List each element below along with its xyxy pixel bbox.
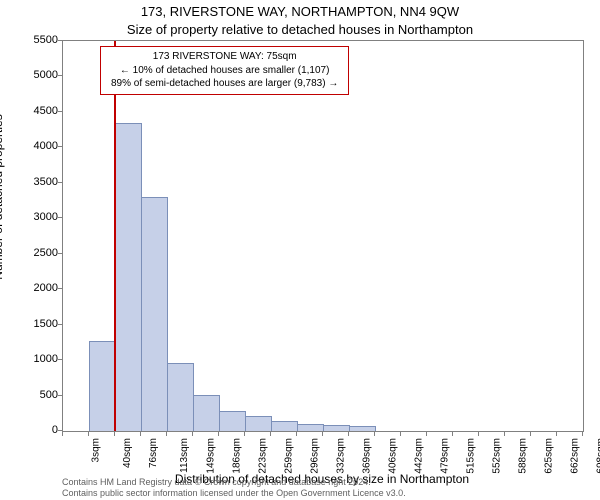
xtick-label: 662sqm bbox=[570, 438, 581, 474]
histogram-bar bbox=[219, 411, 246, 431]
ytick-label: 500 bbox=[18, 389, 58, 401]
xtick-mark bbox=[296, 431, 297, 436]
ytick-mark bbox=[58, 75, 63, 76]
annotation-line: 89% of semi-detached houses are larger (… bbox=[111, 77, 338, 91]
chart-container: 173, RIVERSTONE WAY, NORTHAMPTON, NN4 9Q… bbox=[0, 0, 600, 500]
annotation-line: ← 10% of detached houses are smaller (1,… bbox=[111, 64, 338, 78]
ytick-label: 1000 bbox=[18, 353, 58, 365]
footer-line-1: Contains HM Land Registry data © Crown c… bbox=[62, 477, 406, 488]
ytick-label: 5000 bbox=[18, 69, 58, 81]
xtick-label: 76sqm bbox=[148, 438, 159, 468]
ytick-mark bbox=[58, 324, 63, 325]
xtick-mark bbox=[556, 431, 557, 436]
xtick-label: 625sqm bbox=[543, 438, 554, 474]
xtick-label: 296sqm bbox=[310, 438, 321, 474]
ytick-mark bbox=[58, 359, 63, 360]
plot-area bbox=[62, 40, 584, 432]
page-title: 173, RIVERSTONE WAY, NORTHAMPTON, NN4 9Q… bbox=[0, 4, 600, 19]
xtick-mark bbox=[322, 431, 323, 436]
ytick-label: 4000 bbox=[18, 140, 58, 152]
xtick-mark bbox=[582, 431, 583, 436]
histogram-bar bbox=[297, 424, 324, 431]
xtick-mark bbox=[166, 431, 167, 436]
page-subtitle: Size of property relative to detached ho… bbox=[0, 22, 600, 37]
xtick-mark bbox=[244, 431, 245, 436]
histogram-bar bbox=[193, 395, 220, 431]
xtick-label: 332sqm bbox=[335, 438, 346, 474]
xtick-mark bbox=[192, 431, 193, 436]
histogram-bar bbox=[245, 416, 272, 431]
histogram-bar bbox=[323, 425, 350, 431]
ytick-label: 2500 bbox=[18, 247, 58, 259]
xtick-mark bbox=[504, 431, 505, 436]
annotation-box: 173 RIVERSTONE WAY: 75sqm← 10% of detach… bbox=[100, 46, 349, 95]
xtick-label: 3sqm bbox=[90, 438, 101, 462]
histogram-bar bbox=[141, 197, 168, 431]
histogram-bar bbox=[89, 341, 116, 431]
xtick-mark bbox=[530, 431, 531, 436]
xtick-label: 113sqm bbox=[179, 438, 190, 473]
xtick-mark bbox=[348, 431, 349, 436]
xtick-label: 698sqm bbox=[595, 438, 600, 474]
xtick-mark bbox=[452, 431, 453, 436]
ytick-label: 4500 bbox=[18, 105, 58, 117]
ytick-label: 0 bbox=[18, 424, 58, 436]
y-axis-label: Number of detached properties bbox=[0, 97, 5, 297]
xtick-label: 442sqm bbox=[413, 438, 424, 474]
xtick-mark bbox=[270, 431, 271, 436]
xtick-mark bbox=[88, 431, 89, 436]
histogram-bar bbox=[271, 421, 298, 431]
ytick-label: 2000 bbox=[18, 282, 58, 294]
histogram-bar bbox=[167, 363, 194, 431]
xtick-label: 259sqm bbox=[283, 438, 294, 474]
xtick-mark bbox=[374, 431, 375, 436]
xtick-mark bbox=[400, 431, 401, 436]
xtick-label: 223sqm bbox=[258, 438, 269, 474]
ytick-mark bbox=[58, 217, 63, 218]
histogram-bar bbox=[349, 426, 376, 431]
xtick-label: 515sqm bbox=[465, 438, 476, 474]
ytick-label: 1500 bbox=[18, 318, 58, 330]
ytick-mark bbox=[58, 395, 63, 396]
xtick-mark bbox=[62, 431, 63, 436]
ytick-label: 5500 bbox=[18, 34, 58, 46]
ytick-label: 3000 bbox=[18, 211, 58, 223]
xtick-label: 40sqm bbox=[122, 438, 133, 468]
property-marker-line bbox=[114, 41, 116, 431]
xtick-label: 369sqm bbox=[362, 438, 373, 474]
ytick-label: 3500 bbox=[18, 176, 58, 188]
xtick-mark bbox=[478, 431, 479, 436]
xtick-label: 186sqm bbox=[232, 438, 243, 474]
xtick-mark bbox=[426, 431, 427, 436]
xtick-label: 479sqm bbox=[440, 438, 451, 474]
ytick-mark bbox=[58, 182, 63, 183]
ytick-mark bbox=[58, 111, 63, 112]
ytick-mark bbox=[58, 40, 63, 41]
ytick-mark bbox=[58, 253, 63, 254]
ytick-mark bbox=[58, 288, 63, 289]
footer-attribution: Contains HM Land Registry data © Crown c… bbox=[62, 477, 406, 499]
annotation-line: 173 RIVERSTONE WAY: 75sqm bbox=[111, 50, 338, 64]
xtick-mark bbox=[218, 431, 219, 436]
ytick-mark bbox=[58, 146, 63, 147]
histogram-bar bbox=[115, 123, 142, 431]
xtick-label: 552sqm bbox=[492, 438, 503, 474]
xtick-label: 406sqm bbox=[388, 438, 399, 474]
xtick-mark bbox=[114, 431, 115, 436]
xtick-label: 588sqm bbox=[517, 438, 528, 474]
xtick-mark bbox=[140, 431, 141, 436]
footer-line-2: Contains public sector information licen… bbox=[62, 488, 406, 499]
xtick-label: 149sqm bbox=[205, 438, 216, 474]
